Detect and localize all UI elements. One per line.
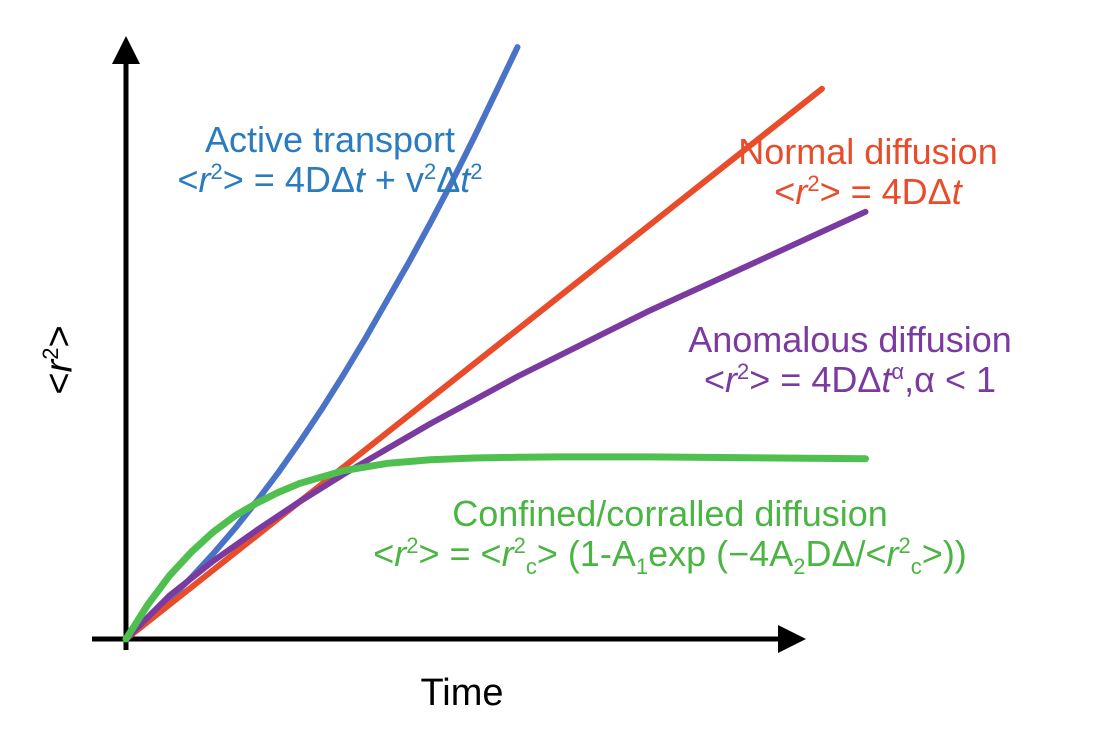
label-anomalous-diffusion: Anomalous diffusion <r2> = 4DΔtα,α < 1	[688, 320, 1012, 400]
series-name-active-transport: Active transport	[204, 119, 456, 160]
x-axis-label: Time	[420, 672, 504, 714]
equation-normal-diffusion: <r2> = 4DΔt	[774, 171, 962, 212]
series-name-normal-diffusion: Normal diffusion	[738, 131, 998, 172]
series-name-anomalous-diffusion: Anomalous diffusion	[688, 319, 1012, 360]
series-name-confined-diffusion: Confined/corralled diffusion	[452, 493, 888, 534]
label-confined-diffusion: Confined/corralled diffusion <r2> = <r2c…	[373, 493, 967, 580]
series-line-normal-diffusion	[123, 85, 825, 642]
label-active-transport: Active transport <r2> = 4DΔt + v2Δt2	[177, 120, 482, 200]
series-line-confined-diffusion	[122, 453, 869, 643]
series-line-anomalous-diffusion	[123, 208, 869, 642]
x-axis-arrow	[778, 625, 806, 653]
equation-anomalous-diffusion: <r2> = 4DΔtα,α < 1	[703, 359, 997, 400]
series-layer	[122, 44, 869, 643]
equation-active-transport: <r2> = 4DΔt + v2Δt2	[177, 159, 483, 200]
y-axis-arrow	[112, 36, 140, 64]
label-normal-diffusion: Normal diffusion <r2> = 4DΔt	[738, 132, 997, 212]
y-axis-label: <r2>	[37, 325, 81, 395]
equation-confined-diffusion: <r2> = <r2c> (1-A1exp (−4A2DΔ/<r2c>))	[373, 533, 967, 580]
